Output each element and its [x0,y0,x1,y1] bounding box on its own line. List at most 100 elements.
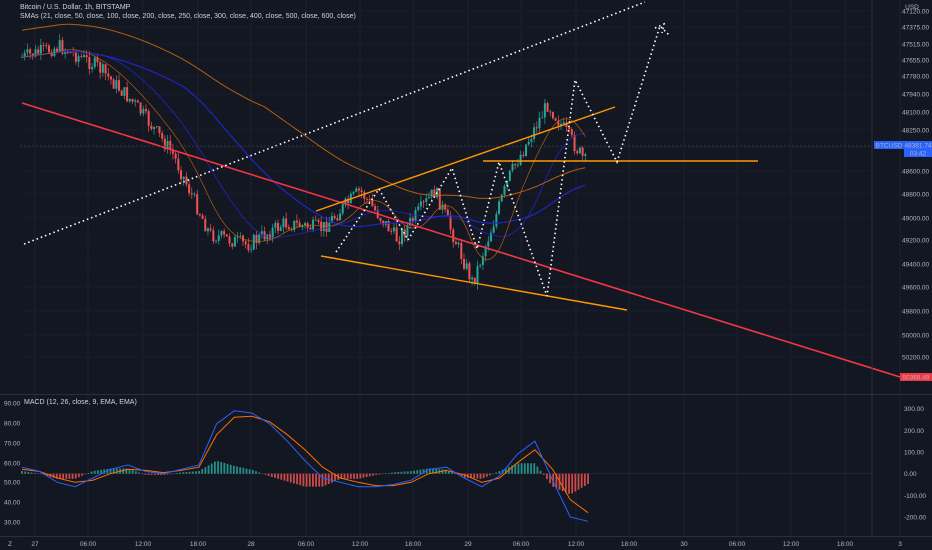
corner-z-label: Z [8,541,12,548]
candle-body [252,234,255,250]
candle-body [212,230,215,242]
macd-histogram-bar [561,473,564,492]
macd-histogram-bar [217,461,219,474]
macd-histogram-bar [583,473,586,486]
price-tick-label: 47515.00 [902,42,929,49]
macd-histogram-bar [545,473,548,480]
orange-channel-lower [320,255,628,311]
candle-body [365,198,368,200]
macd-histogram-bar [296,473,298,485]
macd-histogram-bar [356,473,359,479]
candle-body [231,243,234,247]
candle-body [584,154,587,156]
candle-body [109,76,112,80]
macd-right-tick: -200.00 [904,515,926,522]
macd-histogram-bar [191,471,194,474]
candle-body [107,73,110,77]
macd-histogram-bar [340,473,343,479]
candle-body [444,204,447,210]
candle-body [147,111,150,126]
candle-body [568,127,571,130]
candle-body [50,52,53,57]
macd-histogram-bar [65,473,68,479]
candle-body [484,246,487,257]
badge-countdown: 03:42 [910,150,927,157]
macd-histogram-bar [362,473,365,478]
macd-histogram-bar [220,462,223,474]
candle-body [336,218,339,221]
sma-lines [21,23,586,260]
candle-body [549,111,552,113]
candle-body [115,80,118,89]
candle-body [422,201,425,203]
macd-histogram-bar [381,473,384,475]
candle-body [285,218,288,228]
price-tick-label: 49000.00 [902,216,929,223]
candle-body [93,57,96,68]
candle-body [363,192,366,199]
macd-histogram-bar [387,473,390,474]
candle-body [190,193,193,195]
macd-histogram-bar [138,472,140,474]
candle-body [118,80,121,91]
macd-histogram-bar [327,473,330,485]
macd-histogram-bar [489,473,491,476]
price-tick-label: 50200.00 [902,355,929,362]
macd-histogram-bar [451,472,453,474]
candle-body [258,234,261,243]
macd-histogram-bar [514,464,517,474]
candle-body [503,185,506,195]
candle-body [239,235,242,237]
macd-histogram-bar [482,473,485,479]
macd-left-tick: 60.00 [4,461,21,468]
candle-body [82,55,85,57]
macd-histogram-bar [255,471,257,474]
time-tick-label: 3 [898,541,902,548]
candle-body [268,234,271,239]
time-tick-label: 12:00 [783,541,800,548]
candle-body [201,215,204,219]
macd-histogram-bar [403,471,406,474]
candle-body [325,222,328,232]
candle-body [352,191,355,194]
candle-body [74,52,77,62]
candle-body [551,112,554,119]
candle-body [401,229,404,245]
macd-histogram-bar [479,473,482,479]
macd-histogram-bar [555,473,558,489]
candle-body [209,228,212,231]
macd-histogram-bar [166,473,169,475]
candle-body [198,214,201,216]
macd-histogram-bar [470,473,472,479]
symbol-title: Bitcoin / U.S. Dollar, 1h, BITSTAMP [20,4,131,11]
macd-histogram-bar [397,472,400,474]
macd-histogram-bar [274,473,276,478]
macd-histogram-bar [103,469,106,474]
macd-histogram-bar [394,472,397,474]
macd-left-tick: 70.00 [4,441,21,448]
candle-body [535,127,538,129]
candle-body [112,79,115,89]
sma-line [21,50,586,228]
candle-body [215,240,218,242]
macd-histogram-bar [539,470,542,474]
candle-body [47,45,50,53]
time-tick-label: 18:00 [190,541,207,548]
candle-body [452,229,455,243]
macd-histogram-bar [213,461,216,474]
time-tick-label: 30 [680,541,688,548]
candle-body [473,277,476,284]
macd-histogram-bar [447,470,450,474]
candle-body [317,220,320,222]
candle-body [330,216,333,223]
macd-left-tick: 50.00 [4,480,21,487]
time-tick-label: 12:00 [135,541,152,548]
candle-body [56,48,59,52]
candle-body [77,56,80,62]
macd-histogram-bar [422,469,425,474]
macd-axes: 90.00 80.00 70.00 60.00 50.00 40.00 30.00 300.0… [4,401,926,527]
macd-histogram-bar [267,473,270,476]
macd-histogram-bar [125,468,128,474]
macd-histogram-bar [321,473,324,487]
